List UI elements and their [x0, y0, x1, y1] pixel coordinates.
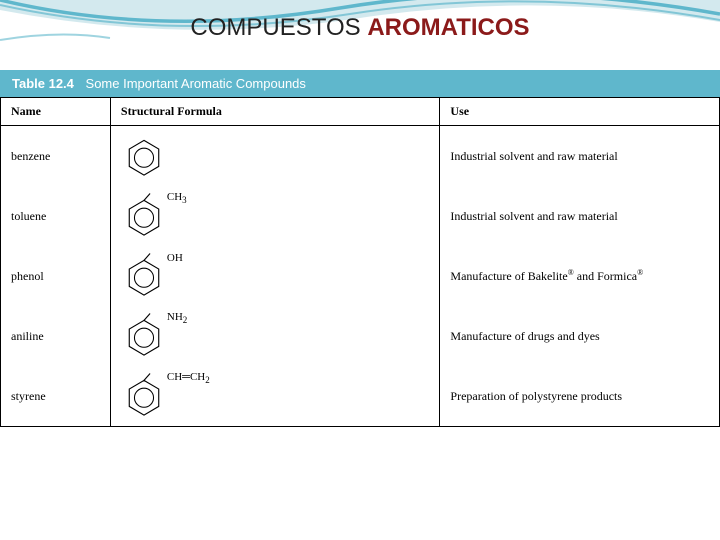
cell-name: styrene [1, 366, 111, 427]
cell-name: toluene [1, 186, 111, 246]
cell-use: Manufacture of Bakelite® and Formica® [440, 246, 720, 306]
aromatic-compounds-table: Name Structural Formula Use benzene Indu… [0, 97, 720, 427]
table-caption: Some Important Aromatic Compounds [86, 76, 306, 91]
cell-use: Preparation of polystyrene products [440, 366, 720, 427]
table-row: styrene CH═CH2 Preparation of polystyren… [1, 366, 720, 427]
aromatic-table-container: Table 12.4 Some Important Aromatic Compo… [0, 70, 720, 427]
table-caption-bar: Table 12.4 Some Important Aromatic Compo… [0, 70, 720, 97]
cell-structure: CH═CH2 [110, 366, 440, 427]
cell-structure [110, 126, 440, 187]
cell-name: benzene [1, 126, 111, 187]
table-row: aniline NH2 Manufacture of drugs and dye… [1, 306, 720, 366]
substituent-label: CH═CH2 [167, 371, 210, 385]
col-header-name: Name [1, 98, 111, 126]
substituent-label: CH3 [167, 191, 187, 205]
slide-title: COMPUESTOS AROMATICOS [0, 14, 720, 42]
table-body: benzene Industrial solvent and raw mater… [1, 126, 720, 427]
title-part2: AROMATICOS [367, 14, 529, 41]
cell-use: Industrial solvent and raw material [440, 126, 720, 187]
substituent-label: OH [167, 252, 183, 264]
col-header-formula: Structural Formula [110, 98, 440, 126]
cell-structure: OH [110, 246, 440, 306]
cell-name: phenol [1, 246, 111, 306]
table-row: toluene CH3 Industrial solvent and raw m… [1, 186, 720, 246]
cell-structure: NH2 [110, 306, 440, 366]
table-number: Table 12.4 [12, 76, 74, 91]
cell-structure: CH3 [110, 186, 440, 246]
cell-use: Manufacture of drugs and dyes [440, 306, 720, 366]
table-row: phenol OH Manufacture of Bakelite® and F… [1, 246, 720, 306]
table-row: benzene Industrial solvent and raw mater… [1, 126, 720, 187]
substituent-label: NH2 [167, 311, 187, 325]
title-part1: COMPUESTOS [190, 14, 367, 41]
cell-use: Industrial solvent and raw material [440, 186, 720, 246]
col-header-use: Use [440, 98, 720, 126]
cell-name: aniline [1, 306, 111, 366]
